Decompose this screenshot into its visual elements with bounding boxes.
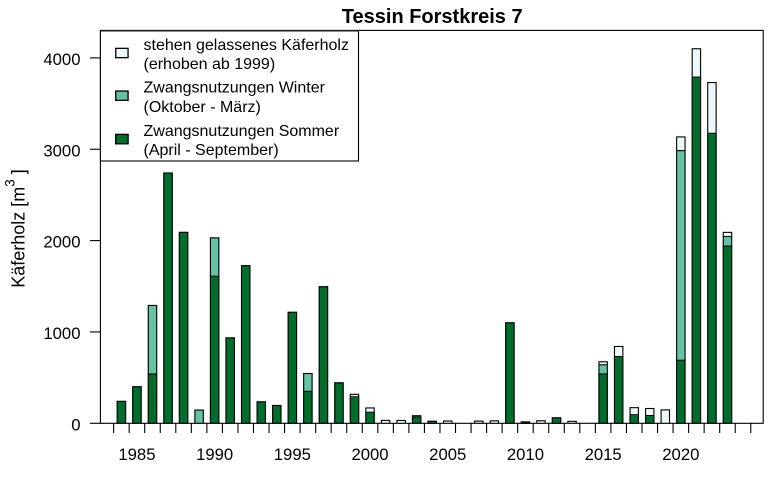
svg-text:2020: 2020 — [662, 445, 699, 464]
svg-text:0: 0 — [71, 415, 80, 434]
svg-text:1985: 1985 — [118, 445, 155, 464]
svg-text:1990: 1990 — [196, 445, 233, 464]
svg-text:(April - September): (April - September) — [144, 142, 279, 159]
svg-text:Tessin Forstkreis 7: Tessin Forstkreis 7 — [342, 6, 523, 28]
svg-text:Zwangsnutzungen Winter: Zwangsnutzungen Winter — [144, 80, 326, 97]
svg-text:4000: 4000 — [43, 50, 80, 69]
svg-text:stehen gelassenes Käferholz: stehen gelassenes Käferholz — [144, 37, 349, 54]
svg-text:(Oktober - März): (Oktober - März) — [144, 99, 261, 116]
svg-text:2015: 2015 — [585, 445, 622, 464]
svg-text:2000: 2000 — [43, 233, 80, 252]
svg-text:3000: 3000 — [43, 141, 80, 160]
svg-text:2010: 2010 — [507, 445, 544, 464]
svg-text:2005: 2005 — [429, 445, 466, 464]
svg-text:1995: 1995 — [274, 445, 311, 464]
svg-text:Zwangsnutzungen Sommer: Zwangsnutzungen Sommer — [144, 123, 340, 140]
svg-text:1000: 1000 — [43, 324, 80, 343]
svg-text:2000: 2000 — [351, 445, 388, 464]
svg-text:(erhoben ab 1999): (erhoben ab 1999) — [144, 56, 276, 73]
